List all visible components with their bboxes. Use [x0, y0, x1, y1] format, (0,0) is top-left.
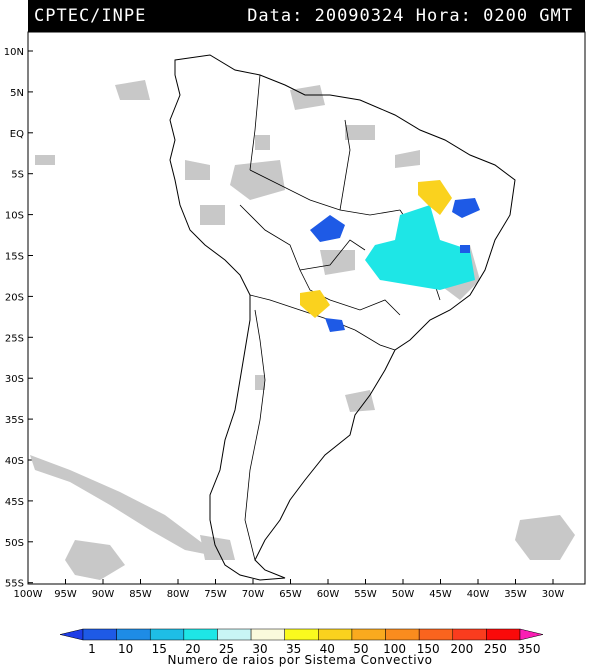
colorbar-swatch	[183, 628, 218, 641]
colorbar-label: 25	[219, 642, 234, 656]
colorbar-swatch	[284, 628, 319, 641]
colorbar-label: 50	[353, 642, 368, 656]
colorbar-swatch	[385, 628, 420, 641]
lat-label: 25S	[5, 333, 24, 344]
cluster-orange-ne	[418, 180, 452, 215]
lat-label: 50S	[5, 538, 24, 549]
lat-label: 20S	[5, 292, 24, 303]
colorbar	[59, 628, 544, 641]
colorbar-label: 350	[518, 642, 541, 656]
cluster-blue-e	[460, 245, 470, 253]
colorbar-swatch	[59, 628, 84, 641]
colorbar-labels: 1 10 15 20 25 30 35 40 50 100 150 200 250 350	[88, 642, 540, 656]
lon-label: 65W	[279, 589, 302, 600]
colorbar-swatch	[351, 628, 386, 641]
colorbar-label: 20	[185, 642, 200, 656]
cluster-cyan	[365, 205, 475, 290]
cluster-blue-ne	[452, 198, 480, 218]
lon-label: 30W	[542, 589, 565, 600]
lon-label: 60W	[317, 589, 340, 600]
lon-label: 50W	[392, 589, 415, 600]
header-bar: CPTEC/INPE Data: 20090324 Hora: 0200 GMT	[28, 0, 585, 32]
header-source: CPTEC/INPE	[34, 6, 147, 26]
cluster-blue-w	[310, 215, 345, 242]
lon-label: 75W	[204, 589, 227, 600]
colorbar-swatch	[486, 628, 521, 641]
coastlines	[169, 54, 516, 581]
colorbar-label: 150	[417, 642, 440, 656]
longitude-labels: 100W 95W 90W 85W 80W 75W 70W 65W 60W 55W 50W 45W 40W…	[14, 579, 565, 600]
header-datetime: Data: 20090324 Hora: 0200 GMT	[247, 6, 573, 26]
lon-label: 70W	[242, 589, 265, 600]
colorbar-swatch	[149, 628, 185, 641]
lon-label: 95W	[54, 589, 77, 600]
latitude-labels: 10N 5N EQ 5S 10S 15S 20S 25S 30S 35S 40S 45S 50S 55S	[4, 47, 33, 590]
lat-label: 45S	[5, 497, 24, 508]
colorbar-swatch	[519, 628, 544, 641]
lat-label: 55S	[5, 579, 24, 590]
lat-label: EQ	[10, 129, 24, 140]
colorbar-label: 200	[450, 642, 473, 656]
colorbar-label: 35	[286, 642, 301, 656]
lon-label: 55W	[354, 589, 377, 600]
lat-label: 10S	[5, 211, 24, 222]
lon-label: 35W	[504, 589, 527, 600]
colorbar-label: 250	[484, 642, 507, 656]
colorbar-label: 40	[320, 642, 335, 656]
lat-label: 35S	[5, 415, 24, 426]
lat-label: 15S	[5, 252, 24, 263]
colorbar-label: 30	[252, 642, 267, 656]
lon-label: 90W	[92, 589, 115, 600]
cluster-blue-s	[325, 318, 345, 332]
colorbar-swatch	[217, 628, 252, 641]
lon-label: 100W	[14, 589, 43, 600]
cluster-orange-s	[300, 290, 330, 318]
lat-label: 40S	[5, 456, 24, 467]
lat-label: 5N	[10, 88, 24, 99]
colorbar-title: Numero de raios por Sistema Convectivo	[167, 653, 432, 667]
colorbar-swatch	[418, 628, 454, 641]
colorbar-label: 10	[118, 642, 133, 656]
lightning-clusters	[300, 180, 480, 332]
lat-label: 5S	[11, 170, 24, 181]
lat-label: 10N	[4, 47, 24, 58]
colorbar-swatch	[116, 628, 151, 641]
colorbar-label: 15	[152, 642, 167, 656]
lon-label: 85W	[129, 589, 152, 600]
colorbar-label: 1	[88, 642, 96, 656]
colorbar-swatch	[82, 628, 117, 641]
colorbar-swatch	[318, 628, 353, 641]
colorbar-swatch	[250, 628, 285, 641]
lon-label: 40W	[467, 589, 490, 600]
lat-label: 30S	[5, 374, 24, 385]
lon-label: 80W	[167, 589, 190, 600]
colorbar-label: 100	[383, 642, 406, 656]
lon-label: 45W	[429, 589, 452, 600]
colorbar-swatch	[452, 628, 487, 641]
